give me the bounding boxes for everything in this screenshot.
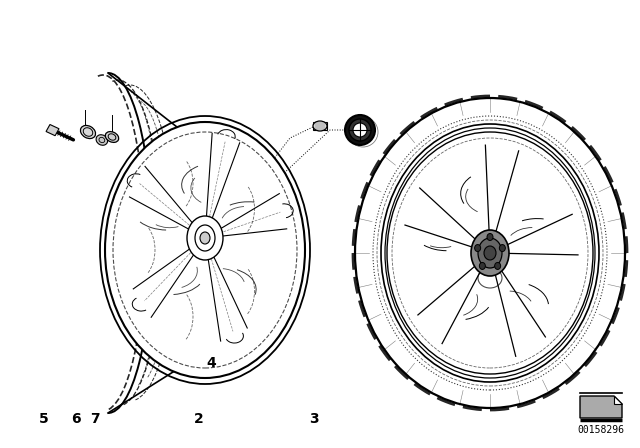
- Ellipse shape: [355, 98, 625, 408]
- Ellipse shape: [381, 124, 599, 382]
- Ellipse shape: [349, 119, 371, 141]
- Polygon shape: [614, 396, 622, 404]
- Text: 5: 5: [38, 412, 49, 426]
- Text: 3: 3: [308, 412, 319, 426]
- Ellipse shape: [387, 132, 593, 374]
- Text: 00158296: 00158296: [577, 425, 625, 435]
- Text: 2: 2: [193, 412, 204, 426]
- Ellipse shape: [495, 263, 500, 269]
- Ellipse shape: [471, 230, 509, 276]
- Ellipse shape: [475, 245, 481, 252]
- Text: 6: 6: [70, 412, 81, 426]
- Ellipse shape: [313, 121, 327, 131]
- Ellipse shape: [96, 135, 108, 145]
- Ellipse shape: [187, 216, 223, 260]
- Ellipse shape: [106, 132, 118, 142]
- Ellipse shape: [195, 225, 215, 251]
- Ellipse shape: [200, 232, 210, 244]
- Ellipse shape: [353, 123, 367, 137]
- Text: 1: 1: [475, 278, 485, 292]
- Ellipse shape: [105, 122, 305, 378]
- Ellipse shape: [484, 246, 496, 260]
- Ellipse shape: [345, 115, 375, 145]
- Polygon shape: [580, 396, 622, 418]
- Text: 4: 4: [206, 356, 216, 370]
- Ellipse shape: [479, 263, 485, 269]
- Ellipse shape: [478, 238, 502, 268]
- Ellipse shape: [81, 125, 95, 138]
- Ellipse shape: [487, 233, 493, 241]
- Polygon shape: [46, 125, 59, 136]
- FancyBboxPatch shape: [313, 122, 327, 130]
- Ellipse shape: [499, 245, 506, 252]
- Text: 7: 7: [90, 412, 100, 426]
